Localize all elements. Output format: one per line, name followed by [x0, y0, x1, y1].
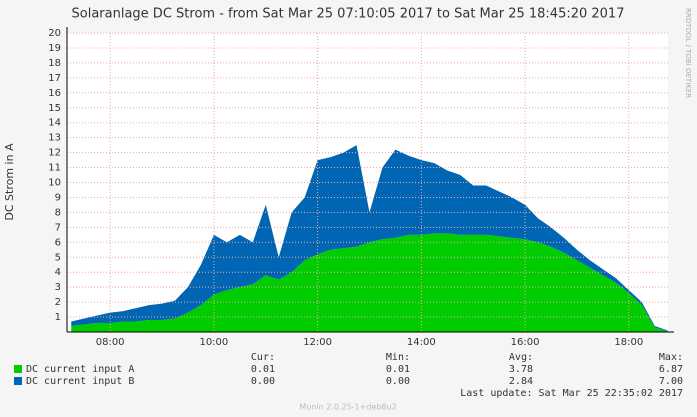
y-tick-label: 15 [48, 103, 61, 114]
area [71, 233, 668, 332]
y-tick-label: 4 [55, 267, 61, 278]
x-tick-label: 08:00 [96, 337, 125, 348]
last-update: Last update: Sat Mar 25 22:35:02 2017 [460, 388, 683, 399]
y-tick-label: 17 [48, 73, 61, 84]
y-tick-label: 12 [48, 148, 61, 159]
y-tick-label: 16 [48, 88, 61, 99]
y-tick-label: 14 [48, 118, 61, 129]
y-tick-label: 5 [55, 252, 61, 263]
legend-swatch [14, 365, 22, 373]
legend-column-header: Cur: [251, 352, 275, 363]
y-tick-label: 6 [55, 237, 61, 248]
legend-column-header: Min: [386, 352, 410, 363]
y-axis-label: DC Strom in A [3, 143, 16, 221]
y-tick-label: 11 [48, 163, 61, 174]
y-tick-label: 9 [55, 192, 61, 203]
y-tick-label: 19 [48, 43, 61, 54]
y-tick-label: 7 [55, 222, 61, 233]
legend-swatch [14, 377, 22, 385]
x-tick-label: 16:00 [511, 337, 540, 348]
area [71, 145, 668, 332]
legend-stat: 0.01 [251, 364, 275, 375]
y-tick-label: 20 [48, 28, 61, 39]
x-tick-label: 10:00 [199, 337, 228, 348]
chart-title: Solaranlage DC Strom - from Sat Mar 25 0… [72, 7, 625, 22]
y-tick-label: 18 [48, 58, 61, 69]
legend-stat: 0.00 [386, 376, 410, 387]
legend-stat: 2.84 [509, 376, 533, 387]
legend-column-header: Max: [659, 352, 683, 363]
side-text: RRDTOOL / TOBI OETIKER [684, 8, 692, 98]
footer: Munin 2.0.25-1+deb8u2 [299, 403, 396, 412]
y-tick-label: 3 [55, 282, 61, 293]
y-tick-label: 1 [55, 312, 61, 323]
legend-stat: 3.78 [509, 364, 533, 375]
x-tick-label: 18:00 [614, 337, 643, 348]
y-tick-label: 13 [48, 133, 61, 144]
x-tick-label: 12:00 [303, 337, 332, 348]
y-tick-label: 2 [55, 297, 61, 308]
legend-stat: 0.00 [251, 376, 275, 387]
x-tick-label: 14:00 [407, 337, 436, 348]
legend-label: DC current input B [26, 376, 134, 387]
legend-column-header: Avg: [509, 352, 533, 363]
y-tick-label: 8 [55, 207, 61, 218]
y-tick-label: 10 [48, 178, 61, 189]
legend-stat: 6.87 [659, 364, 683, 375]
legend-label: DC current input A [26, 364, 134, 375]
legend-stat: 0.01 [386, 364, 410, 375]
legend-stat: 7.00 [659, 376, 683, 387]
